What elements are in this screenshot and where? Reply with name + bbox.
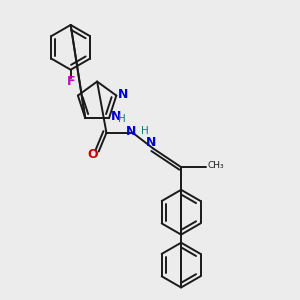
- Text: N: N: [146, 136, 156, 149]
- Text: N: N: [118, 88, 128, 101]
- Text: N: N: [111, 110, 121, 123]
- Text: O: O: [88, 148, 98, 161]
- Text: F: F: [66, 75, 75, 88]
- Text: N: N: [126, 125, 136, 138]
- Text: CH₃: CH₃: [208, 161, 224, 170]
- Text: H: H: [118, 114, 126, 124]
- Text: H: H: [141, 126, 148, 136]
